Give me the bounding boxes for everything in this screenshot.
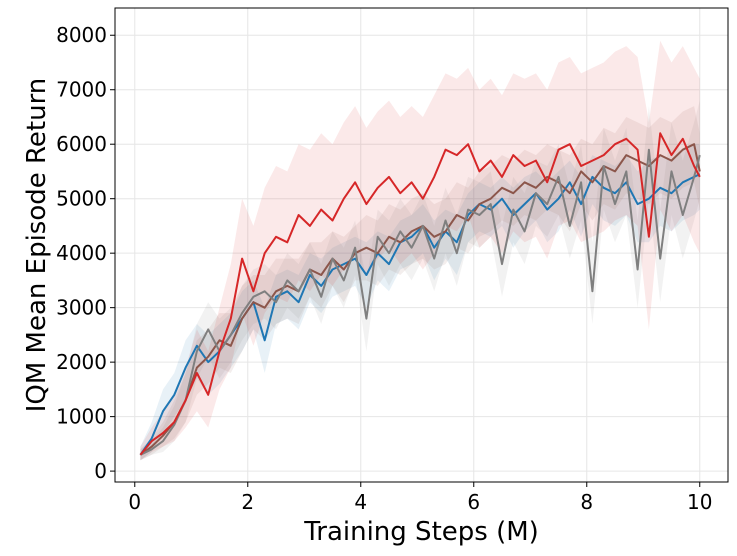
y-tick-label: 2000 (56, 350, 107, 374)
series-3-band (140, 40, 700, 461)
series-3-line (139, 132, 701, 456)
series-2-band (140, 100, 700, 461)
series-0-band (140, 144, 700, 461)
x-tick-label: 2 (241, 490, 254, 514)
y-tick-label: 1000 (56, 405, 107, 429)
x-tick-label: 8 (580, 490, 593, 514)
y-tick-label: 5000 (56, 187, 107, 211)
x-axis-label: Training Steps (M) (303, 517, 539, 547)
confidence-bands (140, 40, 700, 461)
plot-frame (114, 7, 729, 483)
y-tick-label: 0 (94, 459, 107, 483)
y-tick-label: 8000 (56, 23, 107, 47)
y-tick-label: 3000 (56, 296, 107, 320)
x-tick-label: 6 (467, 490, 480, 514)
ticks: 0 2 4 6 8 10 0 1000 2000 3000 4000 5000 6000 7000 8000 (56, 23, 712, 514)
y-tick-label: 6000 (56, 132, 107, 156)
x-tick-label: 4 (354, 490, 367, 514)
series-1-band (140, 106, 700, 461)
series-lines (139, 132, 701, 456)
series-2-line (139, 148, 701, 456)
x-tick-label: 10 (687, 490, 712, 514)
y-tick-label: 4000 (56, 241, 107, 265)
y-tick-label: 7000 (56, 78, 107, 102)
y-axis-label: IQM Mean Episode Return (22, 78, 52, 413)
x-tick-label: 0 (128, 490, 141, 514)
